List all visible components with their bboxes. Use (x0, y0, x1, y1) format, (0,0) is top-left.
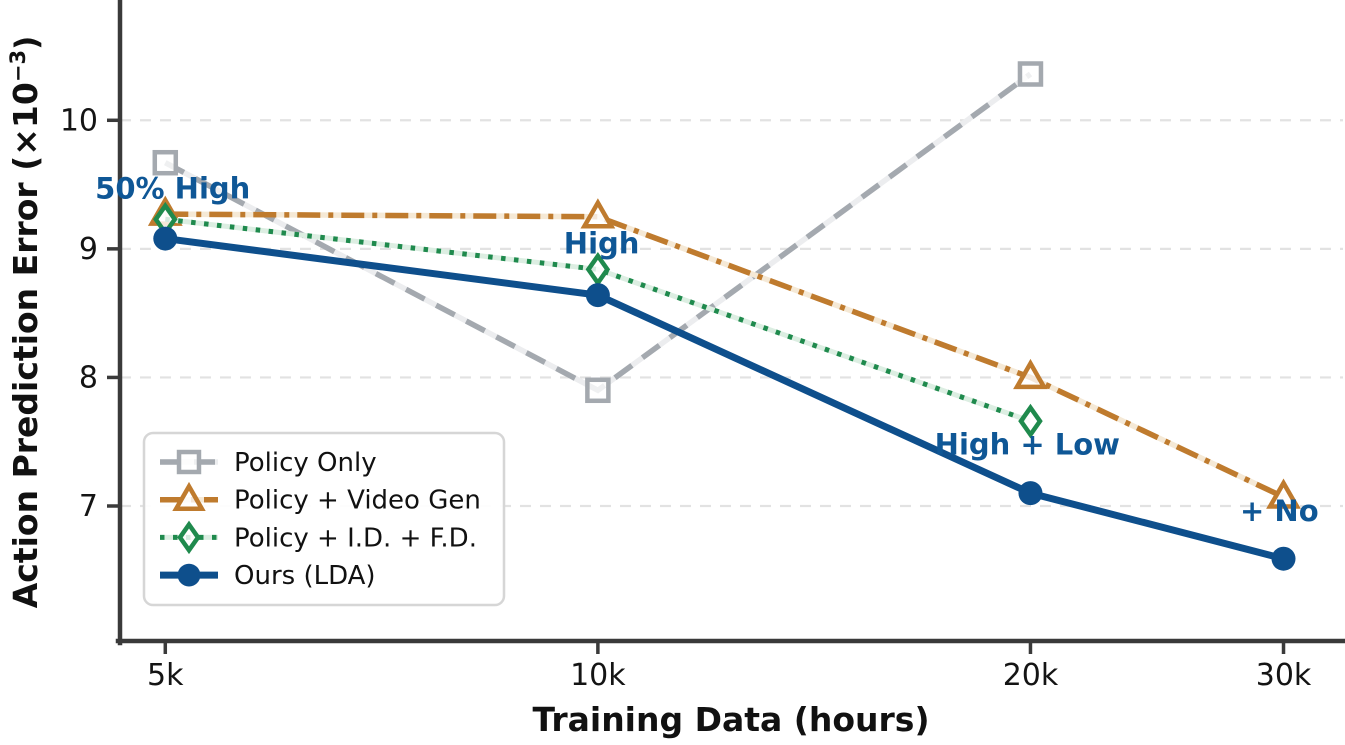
series-ours-lda- (153, 226, 1296, 571)
legend-item-policy-only: Policy Only (160, 448, 377, 478)
annotation-high-low: High + Low (935, 427, 1120, 461)
circle-marker (1271, 546, 1296, 571)
legend-square-marker (176, 449, 202, 475)
annotation-50-high: 50% High (95, 171, 250, 205)
square-marker (1017, 61, 1044, 87)
series-line (164, 235, 1285, 563)
x-axis-title: Training Data (hours) (532, 700, 929, 739)
legend-box (142, 431, 506, 607)
legend-circle-marker (177, 563, 201, 587)
square-marker (152, 149, 179, 176)
y-axis-title-close: ) (9, 36, 45, 50)
circle-marker (1018, 481, 1043, 506)
annotation-high: High (564, 227, 640, 261)
annotation--no: + No (1240, 494, 1319, 528)
legend-label: Policy Only (234, 448, 377, 478)
axes-spines (115, 0, 1345, 646)
legend-label: Policy + I.D. + F.D. (234, 523, 477, 553)
legend: Policy Only Policy + Video Gen Policy + I.… (142, 431, 506, 607)
diamond-marker (1018, 403, 1043, 439)
legend-item-policy-video-gen: Policy + Video Gen (160, 481, 481, 516)
series-policy-i-d-f-d- (153, 201, 1043, 439)
x-tick-label-10k: 10k (570, 658, 626, 693)
annotations: 50% High High High + Low + No (95, 171, 1318, 528)
triangle-marker (580, 198, 616, 229)
legend-triangle-marker (172, 481, 206, 511)
legend-diamond-marker (177, 520, 201, 555)
y-tick-label-7: 7 (79, 489, 98, 524)
circle-marker (153, 226, 178, 251)
y-axis-title-superscript: −3 (6, 50, 30, 82)
series-line (165, 211, 1285, 500)
triangle-marker (1266, 478, 1301, 509)
legend-item-policy-i-d-f-d-: Policy + I.D. + F.D. (160, 520, 477, 555)
y-axis-title: Action Prediction Error (×10−3) (6, 36, 45, 609)
series-policy-only (152, 61, 1044, 404)
x-tick-label-20k: 20k (1003, 658, 1059, 693)
triangle-marker (1013, 358, 1048, 390)
circle-marker (585, 283, 610, 308)
y-tick-label-10: 10 (60, 103, 98, 138)
square-marker (585, 377, 611, 404)
legend-label: Ours (LDA) (234, 561, 376, 591)
x-tick-label-5k: 5k (147, 658, 184, 693)
diamond-marker (585, 252, 611, 287)
series-line (165, 216, 1032, 424)
x-tick-label-30k: 30k (1256, 658, 1312, 693)
legend-item-ours-lda-: Ours (LDA) (160, 561, 376, 591)
y-axis-title-text: Action Prediction Error (×10 (6, 82, 45, 608)
y-tick-label-8: 8 (79, 360, 98, 395)
axis-ticks: 5k 10k 20k 30k 7 8 9 10 (60, 103, 1312, 693)
legend-label: Policy + Video Gen (234, 486, 481, 516)
y-tick-label-9: 9 (79, 232, 98, 267)
data-series (147, 61, 1301, 571)
